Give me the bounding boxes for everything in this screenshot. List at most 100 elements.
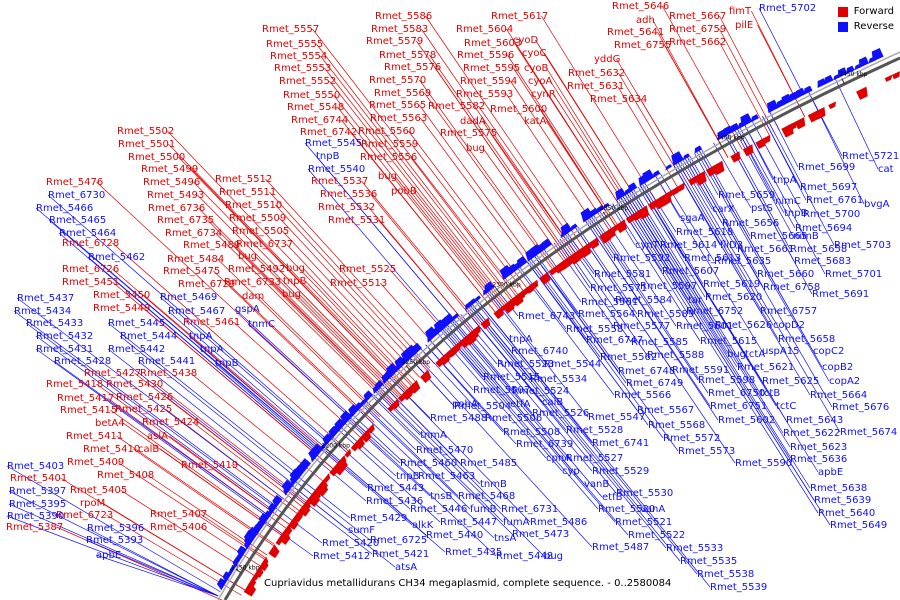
- reverse-gene-label: Rmet_5659: [718, 190, 775, 201]
- forward-gene-label: Rmet_6733: [224, 277, 281, 288]
- reverse-gene-label: Rmet_5674: [840, 427, 897, 438]
- reverse-gene-leader: [363, 404, 459, 497]
- scale-tick-label: 2400 kbp: [716, 135, 744, 142]
- reverse-gene-leader: [323, 448, 413, 526]
- reverse-gene: [740, 113, 753, 128]
- scale-tick-label: 2150 kbp: [231, 565, 259, 572]
- reverse-gene-label: Rmet_5545: [305, 138, 362, 149]
- forward-gene-leader: [429, 54, 570, 257]
- forward-gene-leader: [546, 67, 637, 213]
- reverse-gene-label: Rmet_5623: [790, 442, 847, 453]
- reverse-gene-leader: [544, 249, 582, 303]
- reverse-gene-label: Rmet_5585: [631, 337, 688, 348]
- forward-gene-label: Rmet_5407: [150, 509, 207, 520]
- reverse-gene-label: tnsA: [494, 533, 516, 544]
- reverse-gene-leader: [366, 401, 417, 451]
- reverse-gene-label: Rmet_5485: [460, 458, 517, 469]
- reverse-gene-leader: [199, 348, 322, 452]
- reverse-gene: [236, 545, 248, 559]
- forward-gene-label: dadA: [460, 116, 486, 127]
- legend-reverse: Reverse: [837, 21, 894, 32]
- forward-gene-label: Rmet_5552: [279, 76, 336, 87]
- reverse-gene-leader: [739, 127, 796, 229]
- forward-gene-label: Rmet_5575: [440, 128, 497, 139]
- forward-gene-leader: [168, 143, 408, 390]
- forward-gene-label: Rmet_5418: [46, 379, 103, 390]
- forward-gene-label: Rmet_5537: [311, 176, 368, 187]
- reverse-gene-leader: [475, 301, 698, 575]
- reverse-gene-label: nimC: [775, 196, 801, 207]
- reverse-gene-leader: [612, 203, 701, 342]
- reverse-gene-label: tnpB: [784, 208, 808, 219]
- forward-gene-label: Rmet_5501: [118, 139, 175, 150]
- reverse-gene-leader: [87, 256, 319, 455]
- reverse-gene-leader: [627, 193, 738, 368]
- reverse-gene-leader: [377, 390, 545, 557]
- reverse-gene-label: Rmet_5412: [313, 551, 370, 562]
- forward-gene-label: bug: [282, 289, 301, 300]
- reverse-gene-label: Rmet_6739: [516, 439, 573, 450]
- forward-gene-leader: [320, 55, 511, 301]
- forward-gene-label: pilE: [735, 20, 753, 31]
- reverse-gene-label: Rmet_5664: [810, 390, 867, 401]
- forward-gene-label: Rmet_5525: [339, 264, 396, 275]
- forward-gene-leader: [254, 255, 398, 400]
- reverse-gene-label: Rmet_5470: [416, 445, 473, 456]
- forward-gene-leader: [278, 268, 402, 396]
- forward-gene-leader: [302, 267, 413, 385]
- forward-gene-leader: [143, 294, 339, 463]
- forward-gene-label: Rmet_5595: [463, 63, 520, 74]
- reverse-gene-label: Rmet_6740: [511, 346, 568, 357]
- forward-gene: [408, 380, 421, 394]
- forward-gene: [615, 219, 627, 234]
- forward-gene-leader: [197, 194, 399, 399]
- reverse-gene-label: Rmet_5528: [566, 425, 623, 436]
- forward-gene-label: Rmet_5662: [669, 37, 726, 48]
- reverse-gene-label: tnpA: [200, 344, 224, 355]
- forward-gene-label: Rmet_5550: [283, 90, 340, 101]
- forward-gene-label: Rmet_5475: [163, 266, 220, 277]
- forward-gene-leader: [112, 242, 349, 452]
- reverse-gene: [267, 502, 278, 515]
- forward-gene-label: Rmet_5531: [328, 215, 385, 226]
- reverse-gene-label: Rmet_5521: [615, 517, 672, 528]
- reverse-gene-leader: [631, 191, 784, 434]
- reverse-gene-label: Rmet_5444: [120, 331, 177, 342]
- reverse-gene-leader: [534, 256, 627, 384]
- reverse-gene-label: Rmet_5469: [160, 292, 217, 303]
- forward-gene-label: bug: [286, 263, 305, 274]
- reverse-gene-label: caiB: [542, 397, 563, 408]
- forward-gene-label: adh: [636, 15, 655, 26]
- reverse-gene-label: Rmet_5592: [613, 253, 670, 264]
- reverse-gene-label: sgaA: [680, 213, 705, 224]
- reverse-gene-label: Rmet_5626: [715, 320, 772, 331]
- reverse-gene-leader: [167, 310, 325, 448]
- reverse-gene-leader: [331, 438, 411, 510]
- forward-gene-leader: [541, 15, 656, 201]
- forward-gene-label: Rmet_5426: [116, 392, 173, 403]
- reverse-gene-label: Rmet_5567: [637, 405, 694, 416]
- reverse-gene: [671, 151, 684, 166]
- reverse-gene-leader: [744, 125, 774, 181]
- forward-gene-leader: [312, 28, 518, 295]
- forward-gene-label: cyoB: [524, 63, 549, 74]
- reverse-gene-label: Rmet_5656: [722, 218, 779, 229]
- reverse-gene-label: Rmet_5433: [26, 318, 83, 329]
- forward-gene: [261, 556, 269, 567]
- forward-gene-leader: [419, 79, 555, 268]
- reverse-gene-label: copB2: [822, 362, 853, 373]
- reverse-gene-label: Rmet_5520: [598, 504, 655, 515]
- forward-gene: [268, 544, 280, 559]
- reverse-swatch: [837, 21, 848, 32]
- reverse-gene-leader: [389, 377, 531, 523]
- reverse-gene: [781, 93, 793, 106]
- reverse-gene: [469, 298, 477, 307]
- reverse-gene-label: Rmet_5614: [660, 240, 717, 251]
- reverse-gene-label: tnpA: [189, 331, 213, 342]
- reverse-gene-label: Rmet_5437: [17, 293, 74, 304]
- forward-gene-label: Rmet_5641: [607, 27, 664, 38]
- reverse-gene: [580, 207, 594, 223]
- forward-gene-label: cyoD: [513, 35, 539, 46]
- forward-gene-leader: [618, 72, 685, 184]
- forward-gene-label: Rmet_5408: [97, 470, 154, 481]
